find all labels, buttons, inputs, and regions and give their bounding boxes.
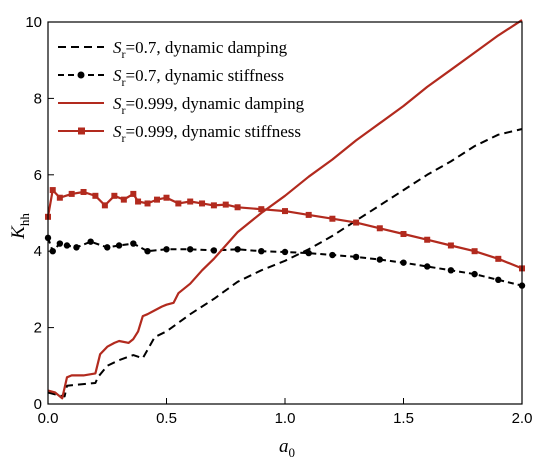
data-point-marker bbox=[258, 206, 265, 213]
data-point-marker bbox=[329, 215, 336, 222]
data-point-marker bbox=[376, 256, 383, 263]
data-point-marker bbox=[305, 249, 312, 257]
data-point-marker bbox=[135, 198, 142, 205]
legend-symbol: S bbox=[113, 66, 122, 85]
data-point-marker bbox=[175, 200, 182, 207]
data-point-marker bbox=[400, 231, 407, 238]
data-point-marker bbox=[471, 270, 478, 278]
data-point-marker bbox=[234, 246, 241, 253]
data-point-marker bbox=[234, 204, 241, 211]
data-point-marker bbox=[68, 190, 75, 197]
data-point-marker bbox=[447, 242, 454, 249]
y-tick-label: 2 bbox=[34, 320, 42, 337]
legend-entry-label: Sr=0.999, dynamic stiffness bbox=[113, 122, 301, 145]
legend-entry-label: Sr=0.7, dynamic stiffness bbox=[113, 66, 284, 89]
data-point-marker bbox=[87, 238, 94, 245]
x-tick-label: 0.0 bbox=[38, 410, 59, 427]
data-point-marker bbox=[210, 247, 218, 254]
data-point-marker bbox=[282, 208, 288, 215]
data-point-marker bbox=[424, 236, 431, 243]
data-point-marker bbox=[154, 196, 161, 203]
x-tick-label: 0.5 bbox=[156, 410, 177, 427]
y-axis-label: Khh bbox=[8, 213, 32, 240]
data-point-marker bbox=[329, 251, 336, 259]
data-point-marker bbox=[130, 190, 137, 197]
series-line-sr-0-999-dynamic-damping bbox=[47, 19, 523, 400]
y-tick-label: 4 bbox=[34, 243, 42, 260]
data-point-marker bbox=[352, 253, 360, 261]
data-point-marker bbox=[144, 248, 151, 255]
legend-text: =0.999, dynamic damping bbox=[126, 94, 305, 113]
data-point-marker bbox=[130, 240, 137, 247]
x-axis-label-sub: 0 bbox=[289, 445, 296, 460]
data-point-marker bbox=[210, 202, 217, 209]
legend-text: =0.7, dynamic damping bbox=[126, 38, 288, 57]
data-point-marker bbox=[199, 200, 206, 207]
y-tick-label: 8 bbox=[34, 90, 42, 107]
data-point-marker bbox=[120, 196, 127, 203]
series-line-sr-0-7-dynamic-damping bbox=[47, 128, 523, 398]
legend-text: =0.7, dynamic stiffness bbox=[126, 66, 284, 85]
data-point-marker bbox=[400, 259, 407, 266]
legend-symbol: S bbox=[113, 122, 122, 141]
x-tick-label: 1.5 bbox=[393, 410, 414, 427]
data-point-marker bbox=[80, 188, 87, 195]
data-point-marker bbox=[63, 242, 71, 249]
legend-marker bbox=[77, 71, 85, 79]
data-point-marker bbox=[111, 192, 118, 199]
data-point-marker bbox=[73, 244, 80, 251]
data-point-marker bbox=[187, 246, 194, 253]
data-point-marker bbox=[495, 276, 502, 284]
data-point-marker bbox=[281, 248, 289, 256]
data-point-marker bbox=[187, 198, 194, 205]
y-tick-label: 0 bbox=[34, 396, 42, 413]
legend-marker bbox=[78, 127, 85, 135]
x-axis-label-main: a bbox=[279, 436, 289, 457]
data-point-marker bbox=[144, 200, 151, 207]
y-tick-label: 10 bbox=[25, 14, 42, 31]
y-axis-label-sub: hh bbox=[17, 213, 32, 227]
data-point-marker bbox=[424, 263, 431, 270]
data-point-marker bbox=[163, 246, 170, 253]
legend-symbol: S bbox=[113, 38, 122, 57]
data-point-marker bbox=[104, 244, 111, 251]
data-point-marker bbox=[92, 192, 99, 199]
data-point-marker bbox=[376, 225, 383, 232]
data-point-marker bbox=[222, 201, 229, 208]
x-axis-label: a0 bbox=[279, 436, 295, 460]
legend-subscript: r bbox=[122, 47, 126, 61]
data-point-marker bbox=[49, 187, 56, 194]
data-point-marker bbox=[115, 242, 123, 249]
legend-text: =0.999, dynamic stiffness bbox=[126, 122, 301, 141]
data-point-marker bbox=[447, 267, 455, 274]
y-tick-label: 6 bbox=[34, 167, 42, 184]
data-point-marker bbox=[471, 248, 478, 255]
data-point-marker bbox=[101, 202, 108, 209]
legend-entry-label: Sr=0.7, dynamic damping bbox=[113, 38, 288, 61]
data-point-marker bbox=[353, 219, 360, 226]
data-point-marker bbox=[258, 248, 265, 255]
legend-subscript: r bbox=[122, 75, 126, 89]
legend-subscript: r bbox=[122, 131, 126, 145]
axes: 0.0 0.5 1.0 1.5 2.0 0 2 4 6 8 10 bbox=[25, 14, 532, 427]
x-tick-label: 2.0 bbox=[512, 410, 533, 427]
data-point-marker bbox=[163, 194, 170, 201]
data-point-marker bbox=[305, 211, 312, 218]
data-point-marker bbox=[56, 194, 63, 201]
legend-symbol: S bbox=[113, 94, 122, 113]
y-axis-label-main: K bbox=[8, 225, 29, 240]
data-point-marker bbox=[56, 240, 64, 247]
data-point-marker bbox=[495, 255, 502, 262]
legend-subscript: r bbox=[122, 103, 126, 117]
x-tick-label: 1.0 bbox=[275, 410, 296, 427]
legend-entry-label: Sr=0.999, dynamic damping bbox=[113, 94, 305, 117]
